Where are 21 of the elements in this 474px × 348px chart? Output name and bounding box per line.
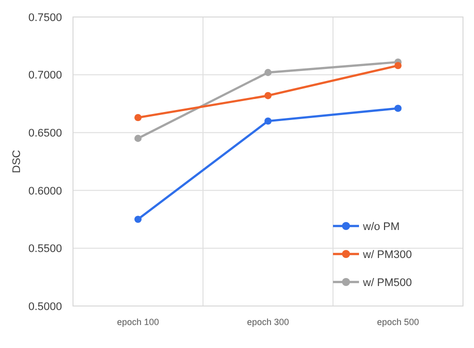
point bbox=[394, 62, 402, 70]
y-tick-label: 0.7000 bbox=[28, 70, 62, 82]
point bbox=[134, 114, 142, 122]
legend-label: w/o PM bbox=[362, 220, 400, 233]
point bbox=[264, 117, 272, 125]
y-axis-title: DSC bbox=[11, 150, 23, 174]
legend-label: w/ PM300 bbox=[362, 248, 412, 261]
point bbox=[394, 104, 402, 112]
legend-label: w/ PM500 bbox=[362, 276, 412, 289]
point bbox=[134, 216, 142, 223]
point bbox=[264, 68, 272, 76]
y-tick-label: 0.6500 bbox=[28, 127, 62, 140]
y-tick-label: 0.6000 bbox=[28, 185, 62, 198]
y-tick-label: 0.7500 bbox=[28, 12, 62, 24]
y-tick-label: 0.5500 bbox=[28, 243, 62, 256]
point bbox=[264, 92, 272, 100]
x-tick-label: epoch 300 bbox=[246, 317, 290, 327]
x-tick-label: epoch 100 bbox=[116, 317, 160, 327]
point bbox=[134, 134, 142, 142]
y-tick-label: 0.5000 bbox=[28, 300, 62, 313]
x-tick-label: epoch 500 bbox=[376, 317, 420, 327]
